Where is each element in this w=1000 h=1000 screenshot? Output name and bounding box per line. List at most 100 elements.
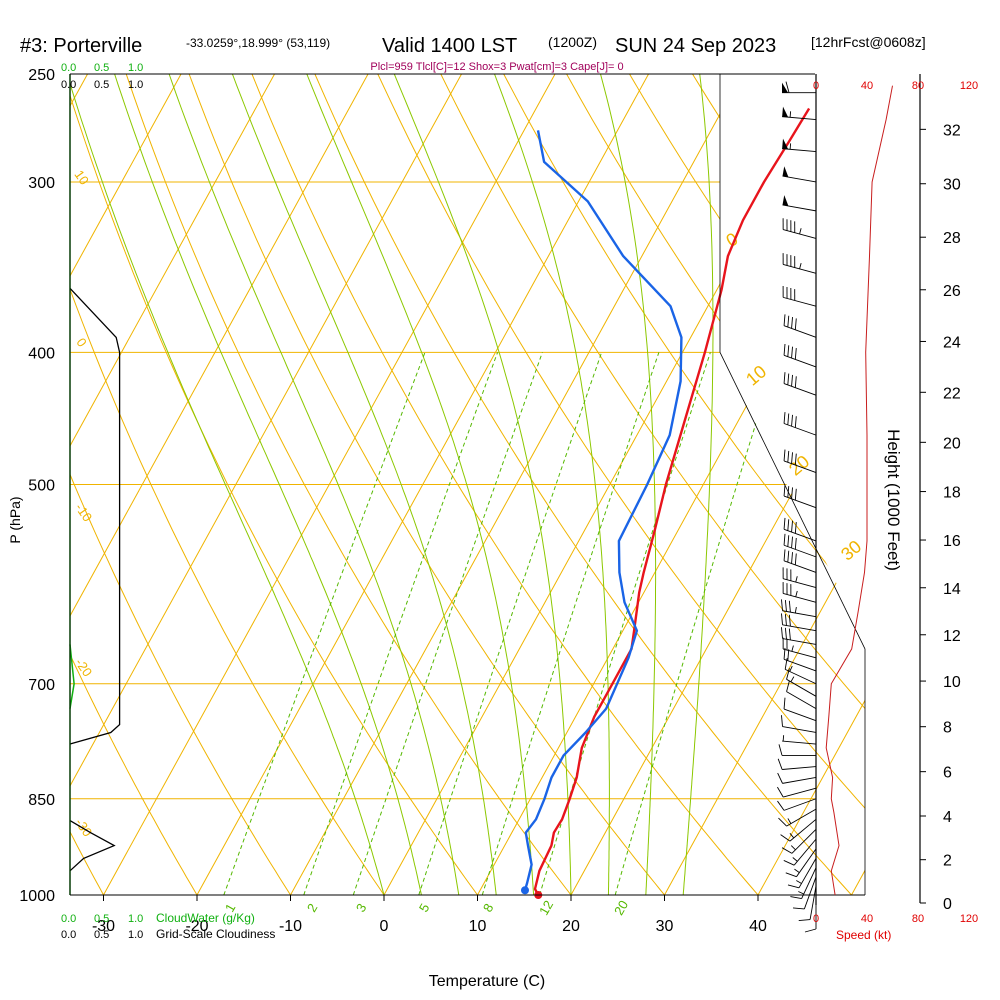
valid-date: SUN 24 Sep 2023 <box>615 35 776 57</box>
speed-top-tick-3: 120 <box>960 80 978 92</box>
barb-shaft <box>783 495 817 509</box>
barb-flag <box>794 553 797 565</box>
adiabat-label: 0 <box>73 335 89 350</box>
barb-shaft <box>798 858 817 889</box>
temp-tick-label: 0 <box>380 918 389 935</box>
wind-barb <box>783 647 817 672</box>
dry-adiabat <box>70 74 291 895</box>
wind-panel <box>777 74 893 933</box>
barb-flag <box>783 372 786 384</box>
wind-barb <box>781 599 817 618</box>
barb-flag <box>792 907 805 910</box>
height-axis-title: Height (1000 Feet) <box>884 429 903 571</box>
wind-speed-trace <box>825 85 893 896</box>
temp-tick-label: 10 <box>469 918 487 935</box>
mixing-ratio-line <box>303 352 499 895</box>
barb-flag <box>791 374 793 387</box>
wind-barb <box>780 818 817 842</box>
adiabat-label: -10 <box>72 500 95 524</box>
barb-shaft <box>783 383 817 396</box>
barb-half-flag <box>799 262 802 269</box>
barb-flag <box>783 549 786 561</box>
barb-shaft <box>783 708 817 722</box>
barb-half-flag <box>794 868 800 873</box>
barb-shaft <box>793 838 817 866</box>
pressure-tick-label: 1000 <box>19 888 55 905</box>
barb-flag <box>791 552 793 564</box>
moist-adiabat <box>114 74 422 895</box>
isotherm-line <box>757 74 865 895</box>
barb-flag <box>791 346 793 359</box>
dry-adiabat <box>377 74 865 895</box>
sounding-traces <box>520 107 811 899</box>
height-tick-label: 22 <box>943 385 961 402</box>
height-tick-label: 8 <box>943 720 952 737</box>
temperature-trace <box>533 107 811 896</box>
isotherm-line <box>664 74 865 895</box>
mixing-ratio-label: 12 <box>536 898 556 918</box>
barb-flag <box>787 535 790 547</box>
barb-flag <box>794 537 797 550</box>
barb-flag <box>785 872 797 878</box>
moist-adiabat <box>682 74 714 895</box>
barb-flag <box>787 373 790 385</box>
barb-flag <box>781 627 783 639</box>
barb-half-flag <box>796 880 802 884</box>
cloud-scale-bottom-green-1: 0.5 <box>94 913 109 925</box>
barb-shaft <box>786 691 817 710</box>
barb-half-flag <box>787 818 792 824</box>
barb-flag <box>784 614 787 626</box>
barb-flag <box>778 817 787 827</box>
adiabat-label: 10 <box>71 167 92 187</box>
barb-flag <box>781 847 793 854</box>
wind-barb <box>782 166 817 183</box>
barb-shaft <box>789 818 817 842</box>
barb-flag <box>798 919 811 922</box>
wind-barb <box>783 549 817 573</box>
pressure-tick-label: 300 <box>28 175 55 192</box>
barb-flag <box>794 453 797 466</box>
wind-barb <box>783 484 817 509</box>
barb-pennant <box>782 106 789 118</box>
wind-barb <box>778 744 816 756</box>
cloud-scale-top: 0.0 0.5 1.0 0.0 0.5 1.0 <box>61 62 143 91</box>
cloud-scale-top-green-0: 0.0 <box>61 62 76 74</box>
mixing-ratio-label: 5 <box>416 901 433 915</box>
isotherm-label: 30 <box>837 536 865 564</box>
wind-barb <box>785 848 817 878</box>
barb-shaft <box>783 560 817 573</box>
barb-half-flag <box>794 607 797 614</box>
cloud-scale-top-black-2: 1.0 <box>128 79 143 91</box>
barb-flag <box>787 486 790 498</box>
barb-shaft <box>809 885 817 920</box>
barb-shaft <box>783 229 817 239</box>
isotherm-line <box>70 74 462 895</box>
height-tick-label: 12 <box>943 628 961 645</box>
wind-barb <box>782 285 817 307</box>
adiabat-label: -20 <box>72 655 95 679</box>
barb-half-flag <box>789 665 793 672</box>
mixing-ratio-line <box>539 352 711 895</box>
dry-adiabat <box>188 74 665 895</box>
barb-flag <box>787 649 790 661</box>
adiabat-label: -30 <box>72 815 95 839</box>
barb-shaft <box>782 610 817 618</box>
cloud-scale-top-black-1: 0.5 <box>94 79 109 91</box>
barb-flag <box>786 668 790 680</box>
mixing-ratio-line <box>481 352 660 895</box>
barb-shaft <box>784 668 817 685</box>
wind-barb <box>783 517 817 542</box>
barb-flag <box>778 744 783 756</box>
moist-adiabat <box>231 74 497 895</box>
station-coords: -33.0259°,18.999° (53,119) <box>186 36 330 50</box>
barb-shaft <box>783 658 817 672</box>
height-tick-label: 6 <box>943 765 952 782</box>
low-cloudiness-line <box>69 820 116 872</box>
speed-top-tick-0: 0 <box>813 80 819 92</box>
barb-pennant <box>782 166 789 178</box>
barb-flag <box>791 414 793 427</box>
barb-shaft <box>783 423 817 436</box>
barb-shaft <box>783 354 817 368</box>
speed-bottom-tick-2: 80 <box>912 913 924 925</box>
pressure-tick-label: 250 <box>28 67 55 84</box>
